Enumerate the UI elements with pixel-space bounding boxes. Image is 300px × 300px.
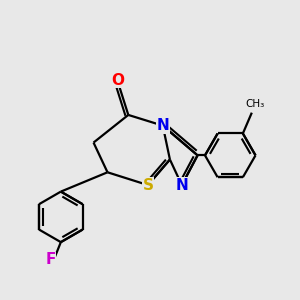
Text: N: N [156, 118, 169, 133]
Text: CH₃: CH₃ [245, 99, 264, 109]
Text: N: N [176, 178, 188, 193]
Text: F: F [45, 253, 56, 268]
Text: S: S [142, 178, 153, 193]
Text: O: O [111, 73, 124, 88]
